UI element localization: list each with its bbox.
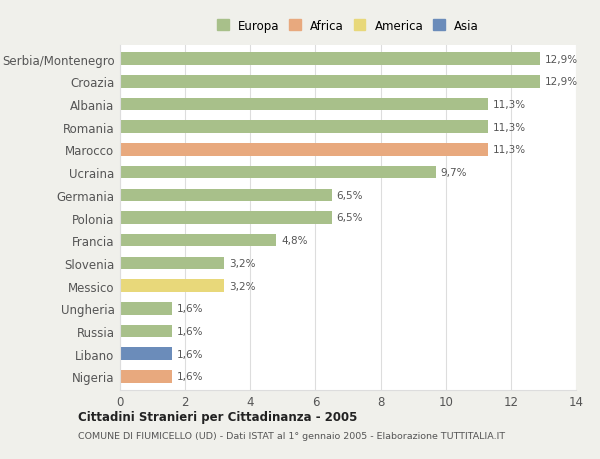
Text: 1,6%: 1,6% xyxy=(177,303,203,313)
Bar xyxy=(120,370,172,383)
Text: COMUNE DI FIUMICELLO (UD) - Dati ISTAT al 1° gennaio 2005 - Elaborazione TUTTITA: COMUNE DI FIUMICELLO (UD) - Dati ISTAT a… xyxy=(78,431,505,440)
Text: 1,6%: 1,6% xyxy=(177,372,203,381)
Bar xyxy=(120,257,224,269)
Bar xyxy=(120,302,172,315)
Bar xyxy=(120,76,540,89)
Bar xyxy=(120,347,172,360)
Text: 6,5%: 6,5% xyxy=(337,213,363,223)
Text: 9,7%: 9,7% xyxy=(441,168,467,178)
Bar xyxy=(120,99,488,111)
Text: 6,5%: 6,5% xyxy=(337,190,363,201)
Text: 1,6%: 1,6% xyxy=(177,326,203,336)
Text: Cittadini Stranieri per Cittadinanza - 2005: Cittadini Stranieri per Cittadinanza - 2… xyxy=(78,410,358,423)
Bar xyxy=(120,53,540,66)
Text: 3,2%: 3,2% xyxy=(229,281,256,291)
Bar xyxy=(120,189,332,202)
Bar xyxy=(120,167,436,179)
Bar xyxy=(120,212,332,224)
Bar xyxy=(120,235,277,247)
Text: 4,8%: 4,8% xyxy=(281,235,308,246)
Bar xyxy=(120,144,488,157)
Text: 3,2%: 3,2% xyxy=(229,258,256,269)
Bar xyxy=(120,325,172,337)
Text: 1,6%: 1,6% xyxy=(177,349,203,359)
Text: 12,9%: 12,9% xyxy=(545,55,578,64)
Text: 11,3%: 11,3% xyxy=(493,145,526,155)
Legend: Europa, Africa, America, Asia: Europa, Africa, America, Asia xyxy=(215,17,481,35)
Bar xyxy=(120,121,488,134)
Bar xyxy=(120,280,224,292)
Text: 11,3%: 11,3% xyxy=(493,100,526,110)
Text: 11,3%: 11,3% xyxy=(493,123,526,133)
Text: 12,9%: 12,9% xyxy=(545,77,578,87)
